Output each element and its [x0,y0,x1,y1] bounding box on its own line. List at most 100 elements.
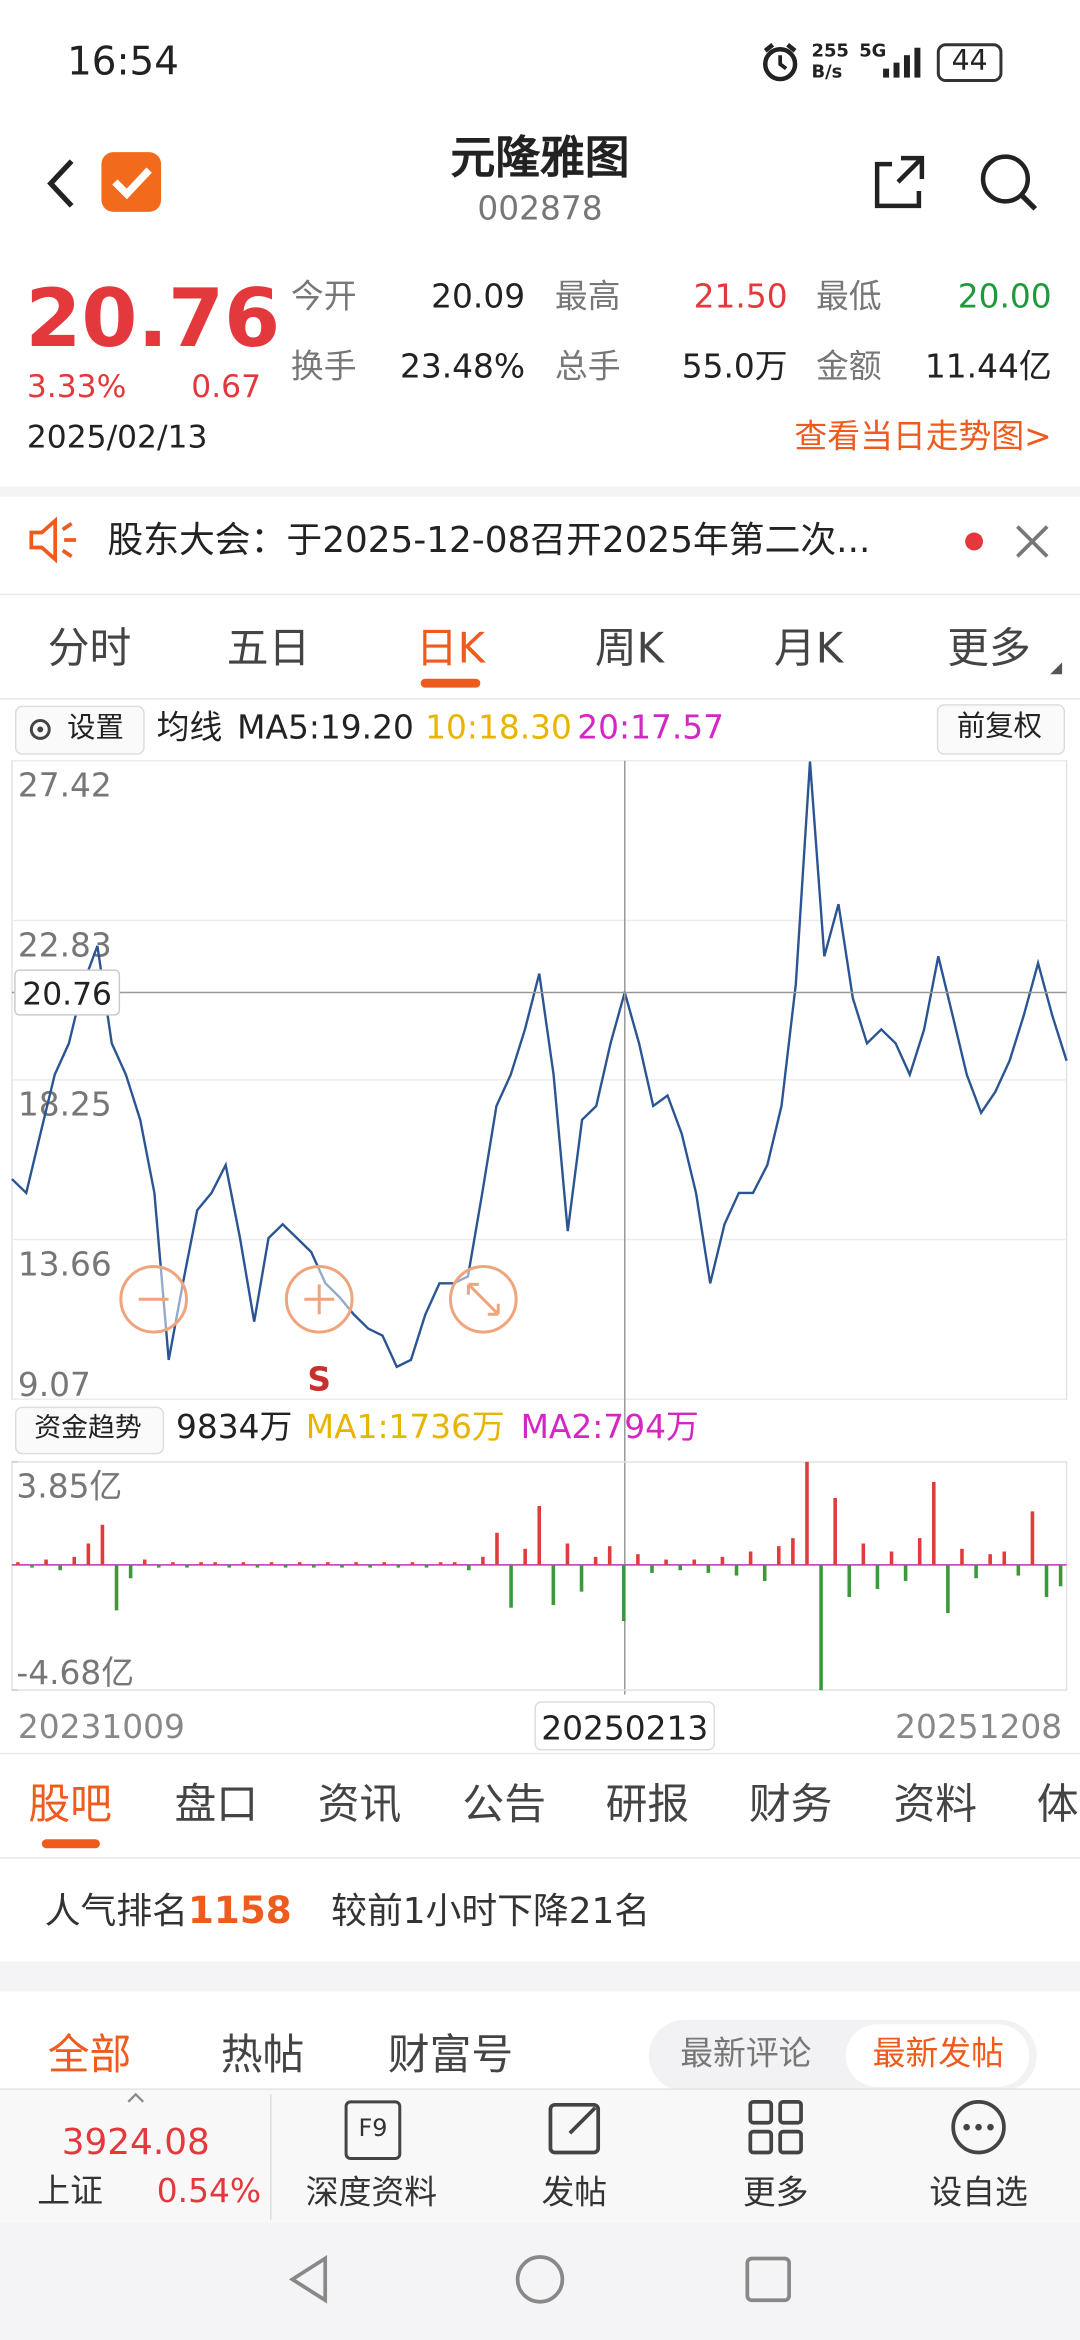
flow-bar [819,1564,823,1691]
nav-item[interactable]: 深度资料 [305,2174,438,2213]
nav-back[interactable] [283,2252,337,2306]
field-label: 最高 [554,278,621,317]
period-tab[interactable]: 五日 [226,623,311,673]
forum-tab[interactable]: 公告 [462,1779,546,1829]
flow-bar [255,1564,260,1568]
flow-bar [142,1559,147,1565]
forum-tab[interactable]: 资料 [893,1779,978,1829]
flow-bar [72,1556,77,1565]
post-tab[interactable]: 热帖 [220,2030,305,2080]
nav-item[interactable]: 设自选 [929,2174,1028,2213]
flow-bar [1002,1551,1007,1565]
share-button[interactable] [868,149,934,215]
flow-bar [44,1559,48,1565]
flow-bar [1016,1564,1021,1576]
adjust-label: 前复权 [956,710,1042,743]
forum-tab[interactable]: 盘口 [174,1779,259,1829]
trend-link[interactable]: 查看当日走势图> [794,419,1052,457]
tab-indicator [41,1839,100,1849]
flow-bar [748,1551,753,1565]
flow-bar [791,1538,795,1565]
last-price: 20.76 [25,271,281,366]
flow-bar [917,1538,922,1565]
forum-tab[interactable]: 财务 [748,1779,833,1829]
flow-bar [960,1548,964,1565]
flow-bar [861,1543,866,1565]
flow-bar [495,1532,499,1565]
flow-bar [171,1562,175,1565]
search-button[interactable] [976,149,1042,215]
flow-bar [875,1564,880,1589]
tab-indicator [420,678,481,688]
settings-label: 设置 [67,711,124,745]
index-name: 上证 [37,2173,103,2211]
expand-arrow [127,2092,144,2103]
popularity-label: 人气排名 [44,1890,188,1932]
zoom-in-icon [304,1284,335,1315]
nav-home[interactable] [513,2252,567,2306]
sort-active-bg [845,2024,1030,2087]
nav-item[interactable]: 发帖 [541,2174,608,2213]
index-value[interactable]: 3924.08 [61,2121,210,2163]
flow-bar [932,1481,936,1565]
x-date-label: 20251208 [895,1708,1062,1746]
field-value: 20.09 [431,278,526,317]
y-tick-label: 22.83 [18,926,112,964]
flow-bar [805,1461,809,1565]
y-tick-label: 27.42 [18,767,112,805]
flow-bar [452,1562,457,1565]
divider [0,1857,1080,1859]
settings-button[interactable] [14,705,145,755]
forum-tab[interactable]: 资讯 [317,1779,402,1829]
flow-bar [1058,1564,1063,1587]
sort-tab-active[interactable]: 最新发帖 [872,2036,1004,2074]
adjust-button[interactable] [936,704,1066,755]
forum-tab[interactable]: 研报 [605,1779,690,1829]
flow-bar [185,1564,189,1568]
notice-text[interactable]: 股东大会：于2025-12-08召开2025年第二次... [107,519,871,561]
period-tab[interactable]: 分时 [47,623,132,673]
stock-code: 002878 [477,190,603,229]
flow-bar [636,1554,640,1565]
reference-label: 20.76 [22,976,112,1012]
flow-bar [762,1564,767,1581]
flow-bar [340,1564,344,1568]
post-tab[interactable]: 财富号 [387,2030,514,2080]
period-tab[interactable]: 月K [773,623,844,673]
flow-bar [946,1564,950,1614]
forum-tab[interactable]: 体 [1036,1779,1079,1829]
post-tab-active[interactable]: 全部 [47,2030,132,2080]
close-notice[interactable] [1013,522,1052,561]
divider [0,593,1080,596]
divider [0,1752,1080,1755]
forum-tab-active[interactable]: 股吧 [28,1779,112,1829]
flow-bar [537,1506,542,1565]
flow-bar [678,1564,682,1571]
period-tab[interactable]: 周K [594,623,665,673]
sort-tab[interactable]: 最新评论 [680,2036,812,2074]
cursor-date: 20250213 [541,1709,708,1747]
clock: 16:54 [67,40,179,86]
period-tab[interactable]: 更多 [947,623,1031,673]
popularity-rank: 1158 [187,1888,292,1932]
field-label: 总手 [554,349,621,387]
flow-bar [467,1564,471,1571]
flow-bar [551,1564,556,1606]
flow-bar [664,1559,668,1565]
field-value: 11.44亿 [924,349,1052,387]
flow-bar [593,1556,598,1565]
flow-bar [720,1556,725,1565]
period-tab-active[interactable]: 日K [415,623,486,673]
flow-title: 资金趋势 [34,1412,142,1444]
y-tick-label: 18.25 [18,1086,112,1124]
index-pct: 0.54% [156,2173,262,2211]
flow-button[interactable] [14,1406,165,1455]
nav-recents[interactable] [743,2254,794,2305]
back-button[interactable] [42,155,84,212]
network-type: 5G [859,40,887,62]
nav-item[interactable]: 更多 [742,2174,809,2213]
change: 0.67 [191,368,262,405]
flow-bar [396,1564,401,1568]
